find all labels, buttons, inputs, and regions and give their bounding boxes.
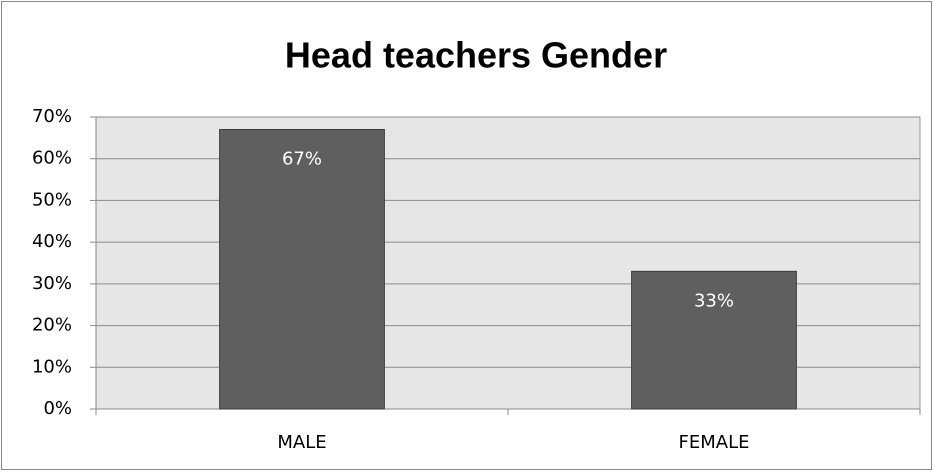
bar (219, 129, 385, 410)
y-tick-label: 30% (32, 273, 72, 294)
y-tick-label: 70% (32, 106, 72, 127)
y-tick-label: 0% (43, 398, 72, 419)
bar (631, 270, 797, 410)
y-tick-label: 10% (32, 356, 72, 377)
data-label: 67% (282, 149, 322, 170)
y-tick-label: 50% (32, 189, 72, 210)
y-tick-label: 60% (32, 148, 72, 169)
x-tick-label: FEMALE (679, 432, 750, 453)
chart-title: Head teachers Gender (285, 35, 667, 76)
data-label: 33% (694, 290, 734, 311)
y-tick-label: 40% (32, 231, 72, 252)
x-tick-label: MALE (277, 432, 326, 453)
y-tick-label: 20% (32, 315, 72, 336)
